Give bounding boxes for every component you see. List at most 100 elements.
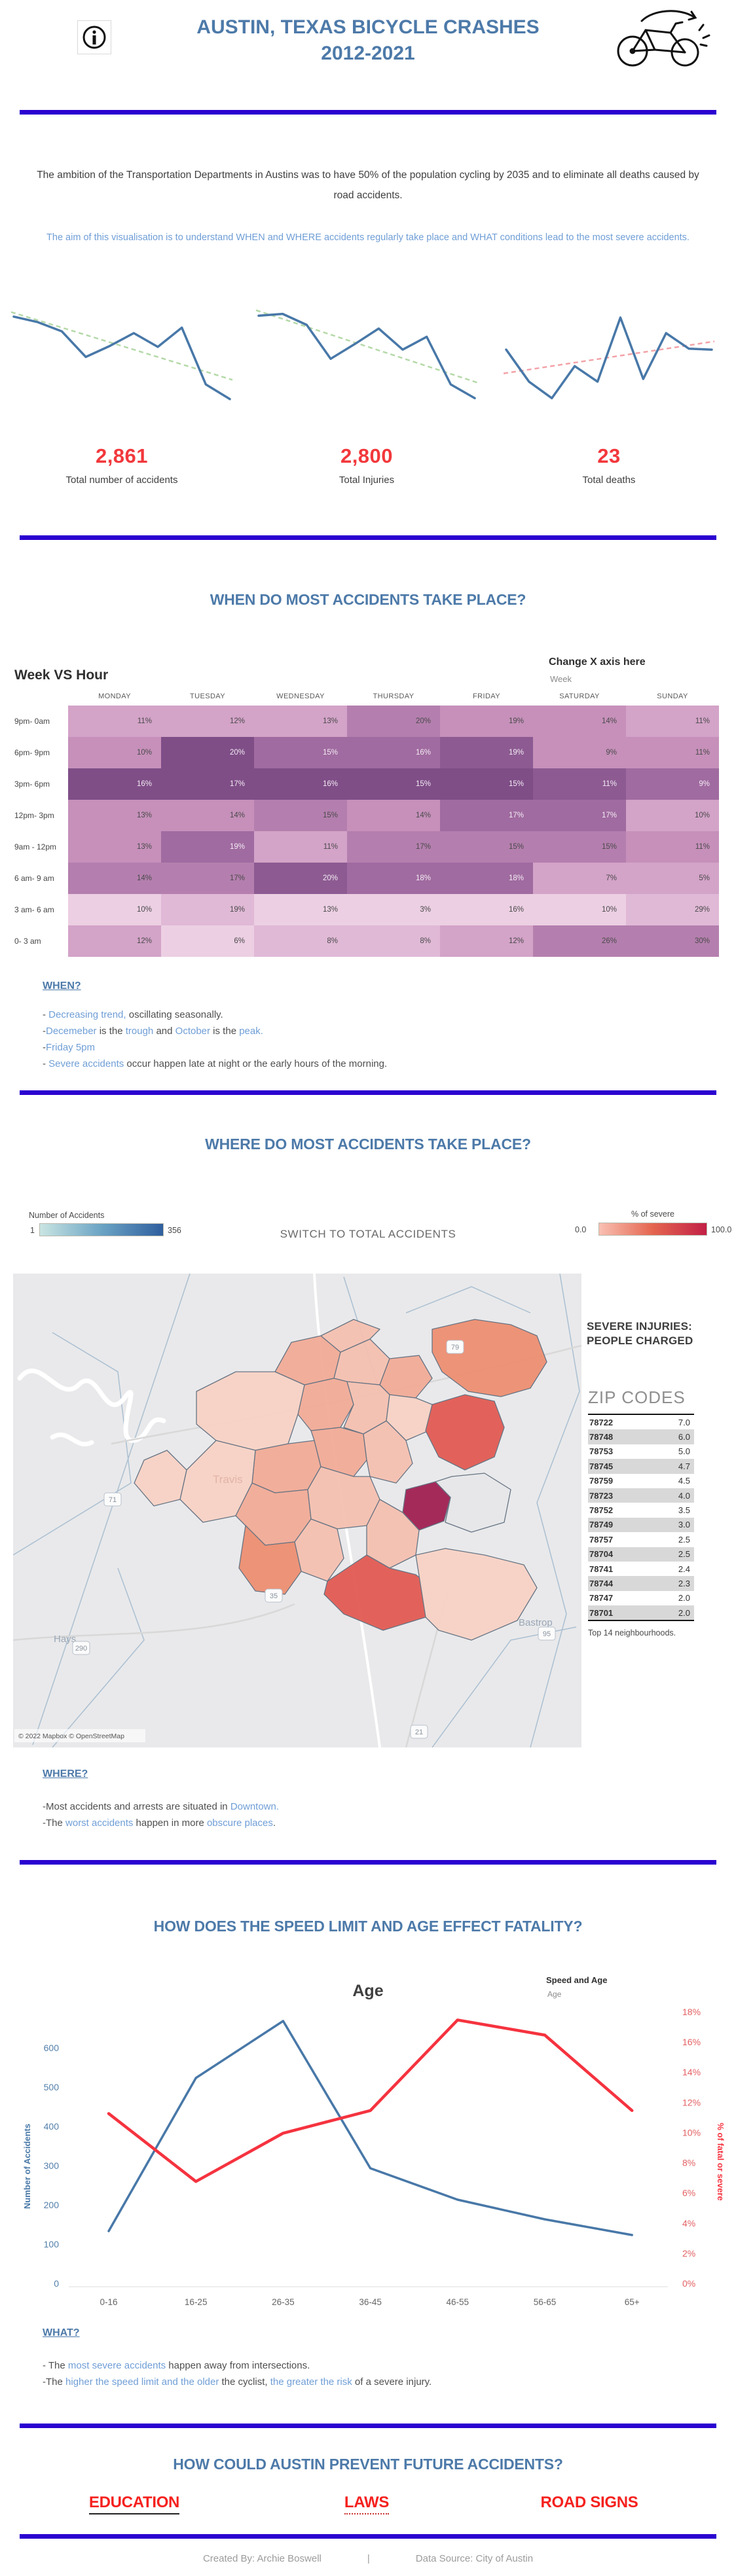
when-section-title: WHEN DO MOST ACCIDENTS TAKE PLACE?	[210, 591, 526, 608]
heatmap-cell[interactable]: 13%	[254, 706, 347, 737]
heatmap-cell[interactable]: 11%	[254, 831, 347, 863]
zip-row: 78722 7.0	[589, 1417, 690, 1427]
severe-legend-max: 100.0	[711, 1225, 732, 1234]
heatmap-cell[interactable]: 10%	[626, 800, 719, 831]
switch-to-total-accidents-button[interactable]: SWITCH TO TOTAL ACCIDENTS	[280, 1228, 456, 1240]
heatmap-cell[interactable]: 6%	[161, 925, 254, 957]
accidents-sparkline	[10, 311, 233, 401]
heatmap-cell[interactable]: 17%	[347, 831, 440, 863]
heatmap-cell[interactable]: 11%	[533, 768, 626, 800]
heatmap-cell[interactable]: 15%	[440, 768, 533, 800]
heatmap-cell[interactable]: 17%	[440, 800, 533, 831]
heatmap-cell[interactable]: 20%	[161, 737, 254, 768]
heatmap-cell[interactable]: 11%	[626, 737, 719, 768]
svg-text:400: 400	[44, 2121, 60, 2132]
svg-text:65+: 65+	[625, 2297, 640, 2307]
speed-age-param-label: Speed and Age	[546, 1975, 608, 1985]
svg-text:21: 21	[415, 1728, 423, 1736]
heatmap-cell[interactable]: 13%	[68, 831, 161, 863]
x-axis-param-dropdown[interactable]: Week	[550, 674, 572, 684]
road-shield-icon	[446, 1340, 464, 1354]
note-line: -Most accidents and arrests are situated…	[43, 1801, 280, 1812]
svg-text:16%: 16%	[682, 2037, 701, 2047]
zip-row: 78752 3.5	[589, 1505, 690, 1516]
heatmap-cell[interactable]: 11%	[626, 706, 719, 737]
heatmap-cell[interactable]: 7%	[533, 863, 626, 894]
svg-text:18%: 18%	[682, 2007, 701, 2017]
heatmap-cell[interactable]: 10%	[533, 894, 626, 925]
heatmap-cell[interactable]: 9%	[533, 737, 626, 768]
stat-label-deaths: Total deaths	[582, 474, 636, 486]
stat-value-injuries: 2,800	[340, 444, 394, 467]
zip-codes-title: ZIP CODES	[588, 1387, 686, 1407]
heatmap-cell[interactable]: 17%	[161, 768, 254, 800]
severe-color-scale	[598, 1223, 707, 1236]
heatmap-cell[interactable]: 15%	[254, 800, 347, 831]
heatmap-cell[interactable]: 10%	[68, 894, 161, 925]
heatmap-cell[interactable]: 14%	[68, 863, 161, 894]
accidents-legend-max: 356	[168, 1226, 181, 1235]
section-divider	[20, 110, 716, 115]
svg-text:46-55: 46-55	[447, 2297, 469, 2307]
heatmap-cell[interactable]: 11%	[68, 706, 161, 737]
heatmap-cell[interactable]: 13%	[254, 894, 347, 925]
laws-link[interactable]: LAWS	[275, 2494, 458, 2514]
deaths-sparkline	[503, 316, 715, 400]
heatmap-cell[interactable]: 15%	[440, 831, 533, 863]
heatmap-cell[interactable]: 16%	[440, 894, 533, 925]
heatmap-cell[interactable]: 30%	[626, 925, 719, 957]
heatmap-cell[interactable]: 15%	[347, 768, 440, 800]
info-button[interactable]	[77, 20, 111, 54]
austin-choropleth-map[interactable]: Travis Hays Bastrop 71 290 95 21 79 35 © 2022 Map…	[13, 1274, 581, 1747]
heatmap-cell[interactable]: 29%	[626, 894, 719, 925]
svg-text:26-35: 26-35	[272, 2297, 295, 2307]
heatmap-cell[interactable]: 19%	[440, 706, 533, 737]
note-line: -Friday 5pm	[43, 1042, 96, 1053]
heatmap-title: Week VS Hour	[14, 668, 109, 683]
when-notes-heading: WHEN?	[43, 980, 81, 992]
education-link[interactable]: EDUCATION	[39, 2494, 229, 2514]
heatmap-cell[interactable]: 15%	[533, 831, 626, 863]
map-place-label: Travis	[213, 1473, 243, 1486]
heatmap-cell[interactable]: 18%	[440, 863, 533, 894]
speed-age-param-dropdown[interactable]: Age	[547, 1990, 562, 1999]
heatmap-cell[interactable]: 12%	[440, 925, 533, 957]
heatmap-cell[interactable]: 14%	[533, 706, 626, 737]
heatmap-cell[interactable]: 19%	[161, 831, 254, 863]
note-line: -The higher the speed limit and the olde…	[43, 2376, 432, 2388]
when-notes: - Decreasing trend, oscillating seasonal…	[43, 1007, 387, 1072]
heatmap-cell[interactable]: 3%	[347, 894, 440, 925]
heatmap-cell[interactable]: 9%	[626, 768, 719, 800]
heatmap-cell[interactable]: 26%	[533, 925, 626, 957]
heatmap-cell[interactable]: 20%	[254, 863, 347, 894]
heatmap-cell[interactable]: 16%	[68, 768, 161, 800]
heatmap-cell[interactable]: 11%	[626, 831, 719, 863]
heatmap-cell[interactable]: 16%	[254, 768, 347, 800]
heatmap-cell[interactable]: 5%	[626, 863, 719, 894]
road-shield-icon	[538, 1626, 556, 1641]
heatmap-cell[interactable]: 10%	[68, 737, 161, 768]
heatmap-cell[interactable]: 16%	[347, 737, 440, 768]
heatmap-cell[interactable]: 13%	[68, 800, 161, 831]
heatmap-cell[interactable]: 12%	[68, 925, 161, 957]
zip-row: 78749 3.0	[588, 1517, 694, 1533]
prevent-section-title: HOW COULD AUSTIN PREVENT FUTURE ACCIDENT…	[173, 2456, 563, 2473]
heatmap-cell[interactable]: 19%	[440, 737, 533, 768]
heatmap-cell[interactable]: 17%	[533, 800, 626, 831]
heatmap-cell[interactable]: 8%	[347, 925, 440, 957]
svg-text:2%: 2%	[682, 2248, 695, 2259]
heatmap-cell[interactable]: 19%	[161, 894, 254, 925]
heatmap-cell[interactable]: 18%	[347, 863, 440, 894]
heatmap-cell[interactable]: 15%	[254, 737, 347, 768]
heatmap-cell[interactable]: 12%	[161, 706, 254, 737]
heatmap-cell[interactable]: 20%	[347, 706, 440, 737]
road-signs-link[interactable]: ROAD SIGNS	[540, 2494, 638, 2511]
road-shield-icon	[72, 1641, 90, 1655]
heatmap-cell[interactable]: 14%	[161, 800, 254, 831]
age-fatality-chart: 0 100 200 300 400 500 600 0% 2% 4% 6% 8% 10% 12% 14% 16…	[44, 2007, 701, 2307]
heatmap-cell[interactable]: 8%	[254, 925, 347, 957]
heatmap-cell[interactable]: 17%	[161, 863, 254, 894]
svg-text:500: 500	[44, 2082, 60, 2092]
heatmap-cell[interactable]: 14%	[347, 800, 440, 831]
zip-row: 78741 2.4	[589, 1564, 690, 1574]
